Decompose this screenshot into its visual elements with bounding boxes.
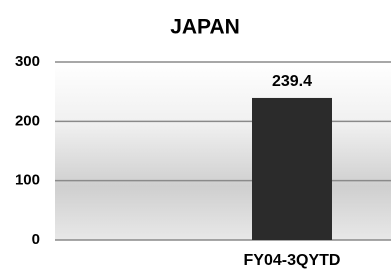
chart-title: JAPAN: [170, 16, 240, 39]
y-tick-label: 300: [15, 53, 40, 70]
bar: [252, 98, 332, 240]
y-tick-label: 100: [15, 172, 40, 189]
plot-background: [55, 62, 391, 240]
y-tick-label: 200: [15, 112, 40, 129]
x-tick-label: FY04-3QYTD: [244, 252, 341, 269]
data-label: 239.4: [272, 73, 312, 90]
y-tick-label: 0: [32, 231, 40, 248]
chart: JAPAN 0 100 200 300 239.4 FY04-3QYTD: [0, 0, 391, 272]
